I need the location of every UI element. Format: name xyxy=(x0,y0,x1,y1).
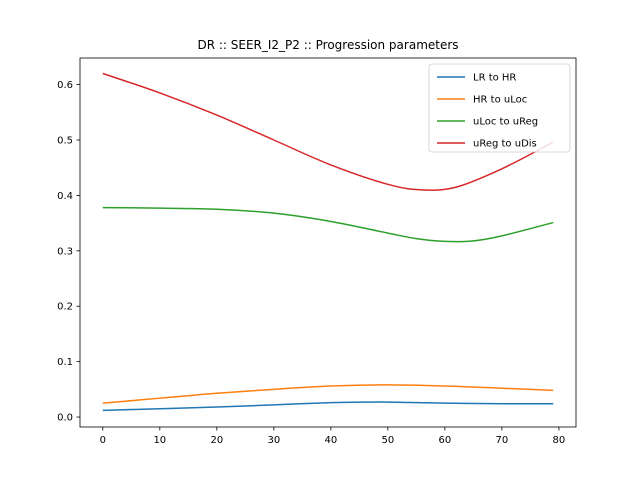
x-tick-label: 50 xyxy=(381,435,394,446)
legend: LR to HR HR to uLoc uLoc to uReg uReg to uD… xyxy=(428,63,571,153)
x-tick-label: 70 xyxy=(496,435,509,446)
x-tick-label: 60 xyxy=(439,435,452,446)
chart-title: DR :: SEER_I2_P2 :: Progression paramete… xyxy=(197,38,458,52)
x-tick-label: 80 xyxy=(553,435,566,446)
plot-frame xyxy=(79,57,577,428)
y-tick-label: 0.3 xyxy=(57,246,73,257)
legend-label: uReg to uDis xyxy=(473,139,537,150)
legend-label: HR to uLoc xyxy=(473,95,527,106)
y-tick-label: 0.0 xyxy=(57,413,73,424)
series-line-2 xyxy=(102,384,554,404)
x-tick-label: 40 xyxy=(324,435,337,446)
plot-area xyxy=(79,57,577,428)
x-tick-label: 10 xyxy=(153,435,166,446)
y-tick-label: 0.1 xyxy=(57,357,73,368)
series-line-1 xyxy=(102,401,554,412)
series-line-4 xyxy=(102,72,554,191)
legend-label: uLoc to uReg xyxy=(473,117,538,128)
x-axis: 0 10 20 30 40 50 60 70 80 xyxy=(100,427,566,446)
series-line-3 xyxy=(102,206,554,243)
legend-label: LR to HR xyxy=(473,73,516,84)
y-axis: 0.0 0.1 0.2 0.3 0.4 0.5 0.6 xyxy=(57,80,80,424)
legend-box xyxy=(428,63,571,153)
y-tick-label: 0.4 xyxy=(57,191,73,202)
y-tick-label: 0.6 xyxy=(57,80,73,91)
x-tick-label: 0 xyxy=(100,435,106,446)
x-tick-label: 30 xyxy=(267,435,280,446)
y-tick-label: 0.5 xyxy=(57,136,73,147)
x-tick-label: 20 xyxy=(210,435,223,446)
y-tick-label: 0.2 xyxy=(57,302,73,313)
